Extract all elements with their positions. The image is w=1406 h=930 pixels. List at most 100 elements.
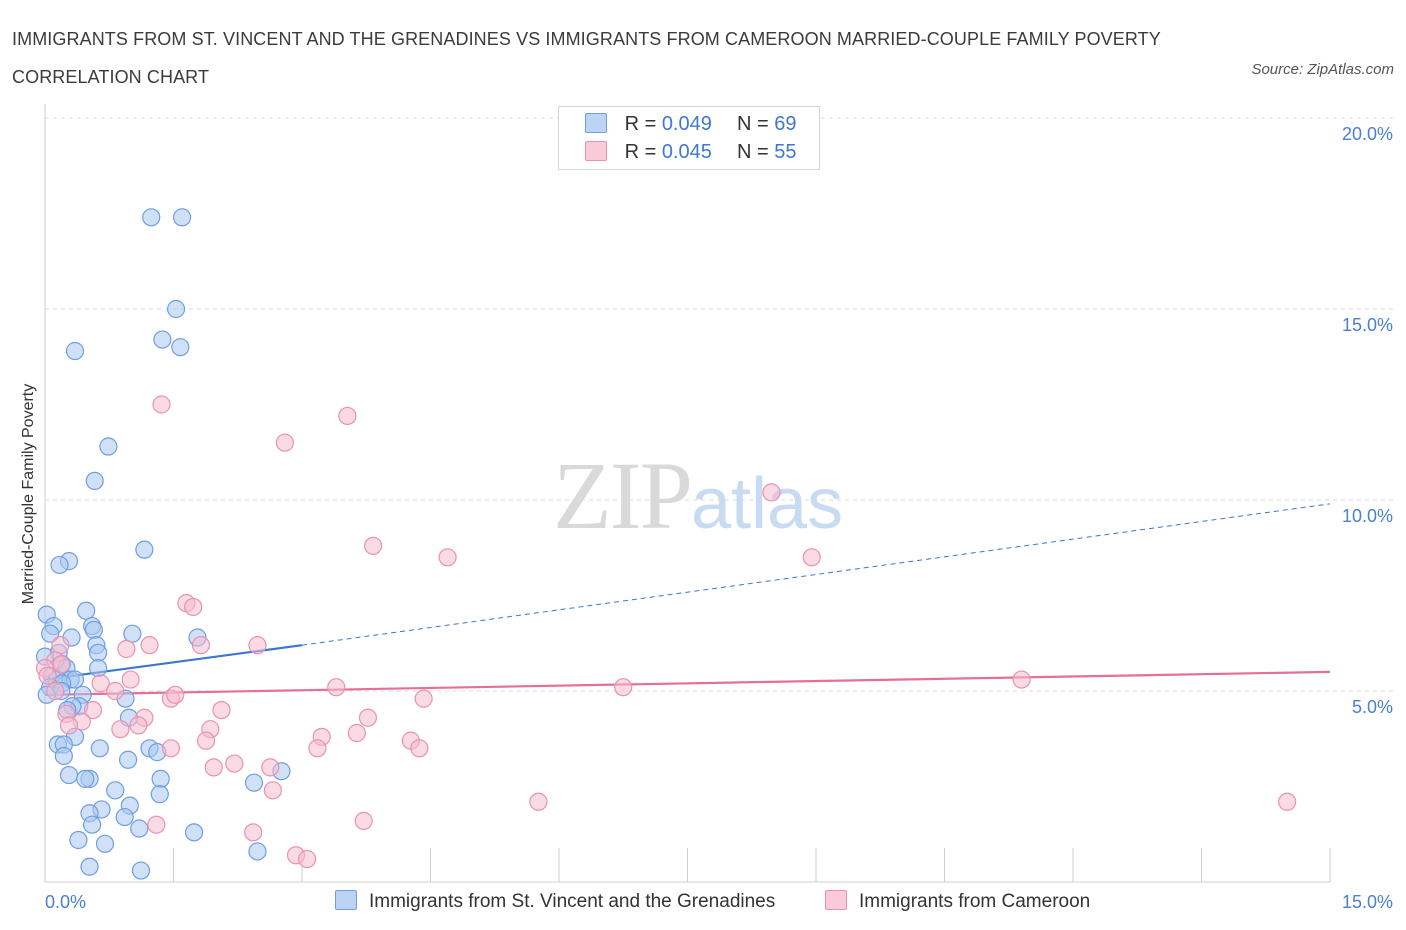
data-point-cameroon	[152, 395, 171, 414]
stats-legend: R = 0.049 N = 69 R = 0.045 N = 55	[558, 106, 820, 170]
data-point-cameroon	[1012, 670, 1031, 689]
data-point-cameroon	[196, 731, 216, 750]
data-point-st-vincent	[166, 299, 186, 319]
data-point-st-vincent	[130, 819, 149, 838]
data-point-cameroon	[802, 548, 821, 567]
data-point-cameroon	[261, 758, 280, 777]
legend-r-label: R =	[624, 113, 662, 135]
data-point-st-vincent	[123, 624, 142, 643]
data-point-st-vincent	[80, 857, 99, 876]
data-point-cameroon	[414, 689, 433, 708]
legend-n-value: 55	[774, 141, 797, 163]
data-point-cameroon	[184, 597, 203, 617]
data-point-st-vincent	[83, 815, 102, 834]
data-point-cameroon	[248, 636, 267, 655]
data-point-st-vincent	[244, 773, 264, 792]
data-point-st-vincent	[171, 338, 190, 357]
data-point-cameroon	[275, 433, 294, 452]
data-point-cameroon	[263, 781, 282, 800]
axes	[44, 104, 1331, 883]
watermark-zip: ZIP	[553, 442, 693, 549]
axis-labels: 5.0% 10.0% 15.0% 20.0% 0.0% 15.0% Married-Coup…	[20, 124, 1393, 912]
data-point-cameroon	[347, 723, 366, 743]
data-point-cameroon	[212, 700, 231, 720]
data-point-cameroon	[140, 636, 159, 655]
trend-line-st-vincent-extension	[301, 503, 1331, 646]
legend-row-blue: R = 0.049 N = 69	[585, 110, 797, 138]
data-point-st-vincent	[77, 601, 96, 620]
data-point-cameroon	[338, 406, 357, 426]
blue-swatch	[585, 113, 607, 133]
data-point-st-vincent	[172, 208, 192, 227]
watermark-atlas: atlas	[691, 464, 844, 544]
x-tick-label: 15.0%	[1342, 892, 1393, 912]
data-point-st-vincent	[118, 750, 138, 769]
data-point-cameroon	[327, 678, 346, 697]
data-point-cameroon	[121, 670, 140, 689]
data-point-cameroon	[438, 548, 457, 567]
trend-lines	[44, 503, 1331, 696]
data-point-cameroon	[46, 681, 65, 701]
data-point-cameroon	[129, 716, 148, 735]
y-tick-label: 20.0%	[1342, 124, 1393, 144]
data-point-cameroon	[1278, 792, 1297, 811]
data-point-st-vincent	[150, 785, 169, 804]
data-point-cameroon	[161, 739, 181, 758]
legend-r-label: R =	[624, 141, 662, 163]
data-point-cameroon	[762, 483, 781, 502]
data-point-st-vincent	[84, 620, 103, 639]
data-point-cameroon	[106, 681, 125, 701]
y-tick-label: 5.0%	[1352, 697, 1393, 717]
x-tick-label: 0.0%	[45, 892, 86, 912]
data-point-st-vincent	[54, 746, 73, 766]
blue-swatch	[335, 890, 357, 910]
data-point-cameroon	[358, 708, 378, 727]
legend-r-value: 0.049	[661, 113, 712, 135]
data-point-cameroon	[166, 685, 185, 704]
data-point-st-vincent	[115, 807, 134, 827]
data-point-st-vincent	[95, 834, 115, 853]
y-tick-label: 15.0%	[1342, 315, 1393, 335]
data-points	[35, 208, 1297, 880]
data-point-cameroon	[529, 792, 548, 811]
legend-item-cameroon: Immigrants from Cameroon	[825, 888, 1090, 916]
data-point-cameroon	[244, 823, 263, 842]
data-point-st-vincent	[89, 643, 108, 662]
data-point-st-vincent	[151, 769, 170, 788]
series-legend: Immigrants from St. Vincent and the Gren…	[0, 888, 1406, 918]
data-point-cameroon	[191, 636, 211, 655]
legend-row-pink: R = 0.045 N = 55	[585, 138, 797, 166]
data-point-cameroon	[410, 739, 429, 758]
data-point-st-vincent	[85, 471, 104, 490]
legend-item-st-vincent: Immigrants from St. Vincent and the Gren…	[335, 888, 775, 916]
data-point-st-vincent	[248, 842, 267, 861]
data-point-st-vincent	[76, 769, 95, 788]
data-point-cameroon	[111, 720, 130, 739]
pink-swatch	[585, 141, 607, 161]
data-point-st-vincent	[50, 555, 69, 575]
data-point-cameroon	[354, 811, 373, 830]
trend-line-cameroon	[44, 670, 1331, 696]
data-point-st-vincent	[184, 823, 204, 842]
y-tick-label: 10.0%	[1342, 506, 1393, 526]
data-point-st-vincent	[142, 208, 161, 227]
data-point-st-vincent	[69, 830, 88, 850]
data-point-cameroon	[298, 849, 317, 869]
data-point-cameroon	[91, 674, 110, 693]
data-point-st-vincent	[41, 624, 60, 643]
y-axis-label: Married-Couple Family Poverty	[20, 384, 37, 605]
data-point-st-vincent	[59, 765, 79, 785]
data-point-st-vincent	[89, 658, 108, 678]
data-point-cameroon	[52, 655, 71, 674]
data-point-st-vincent	[65, 341, 85, 361]
legend-item-label: Immigrants from Cameroon	[859, 891, 1091, 912]
legend-n-value: 69	[774, 113, 797, 135]
source-credit: Source: ZipAtlas.com	[1251, 61, 1394, 78]
data-point-st-vincent	[90, 739, 109, 758]
legend-n-label: N =	[737, 141, 775, 163]
data-point-cameroon	[204, 758, 223, 777]
data-point-cameroon	[364, 536, 383, 555]
data-point-st-vincent	[99, 437, 118, 456]
legend-n-label: N =	[737, 113, 775, 135]
data-point-cameroon	[51, 636, 70, 655]
